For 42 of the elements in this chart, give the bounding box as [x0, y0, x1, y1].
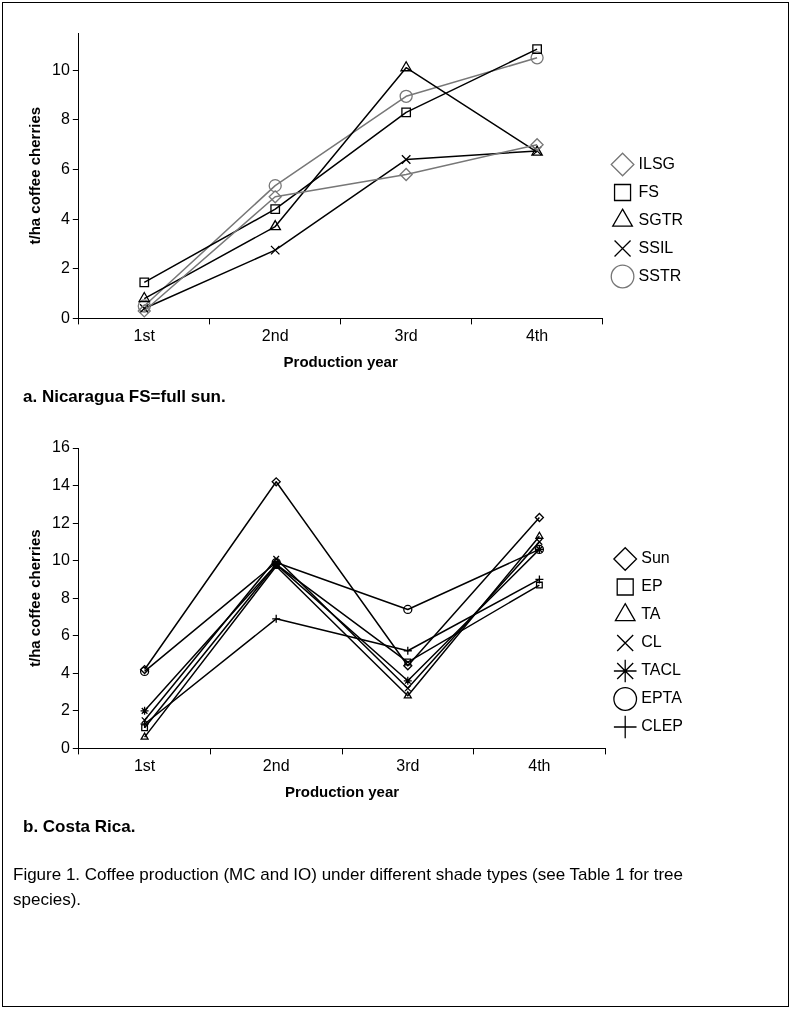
legend-label: FS	[638, 182, 660, 200]
y-tick-label: 6	[60, 159, 70, 177]
y-tick-label: 0	[60, 738, 70, 756]
x-tick-label: 4th	[528, 757, 551, 775]
y-tick-label: 16	[52, 438, 70, 456]
y-tick-label: 0	[60, 308, 70, 326]
legend-label: TACL	[641, 661, 682, 679]
x-tick-label: 3rd	[396, 757, 420, 775]
legend-label: Sun	[641, 549, 670, 567]
legend-label: EP	[641, 577, 663, 595]
y-tick-label: 4	[60, 663, 70, 681]
legend-label: SGTR	[638, 210, 684, 228]
y-tick-label: 6	[60, 626, 70, 644]
y-tick-label: 4	[60, 209, 70, 227]
x-tick-label: 4th	[525, 327, 549, 345]
x-tick-label: 1st	[133, 327, 156, 345]
y-tick-label: 10	[52, 551, 70, 569]
legend-label: CLEP	[641, 717, 683, 735]
legend-label: SSIL	[638, 238, 674, 256]
y-tick-label: 8	[60, 110, 70, 128]
text: a. Nicaragua FS=full sun.	[23, 387, 226, 407]
caption: Figure 1. Coffee production (MC and IO) under different shade types (see Table 1 for tree species).	[13, 864, 684, 911]
x-tick-label: 2nd	[262, 757, 290, 775]
y-tick-label: 8	[60, 588, 70, 606]
legend-label: EPTA	[641, 689, 683, 707]
y-tick-label: 14	[52, 475, 70, 493]
y-tick-label: 10	[52, 60, 70, 78]
legend-label: TA	[641, 605, 661, 623]
x-axis-title: Production year	[284, 782, 400, 800]
x-axis-title: Production year	[283, 352, 398, 370]
x-tick-label: 2nd	[261, 327, 289, 345]
legend-label: CL	[641, 633, 662, 651]
x-tick-label: 3rd	[394, 327, 418, 345]
x-tick-label: 1st	[133, 757, 156, 775]
legend-label: ILSG	[638, 154, 676, 172]
y-tick-label: 12	[52, 513, 70, 531]
y-tick-label: 2	[60, 701, 70, 719]
legend-label: SSTR	[638, 266, 682, 284]
y-tick-label: 2	[60, 259, 70, 277]
y-axis-title: t/ha coffee cherries	[26, 529, 44, 667]
text: b. Costa Rica.	[23, 817, 136, 837]
y-axis-title: t/ha coffee cherries	[26, 106, 44, 245]
